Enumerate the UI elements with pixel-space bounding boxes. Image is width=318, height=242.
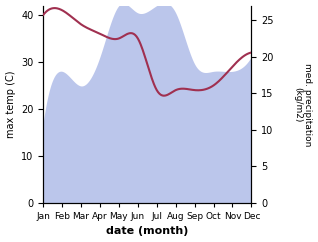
Y-axis label: med. precipitation
(kg/m2): med. precipitation (kg/m2) [293,62,313,146]
Y-axis label: max temp (C): max temp (C) [5,70,16,138]
X-axis label: date (month): date (month) [106,227,189,236]
